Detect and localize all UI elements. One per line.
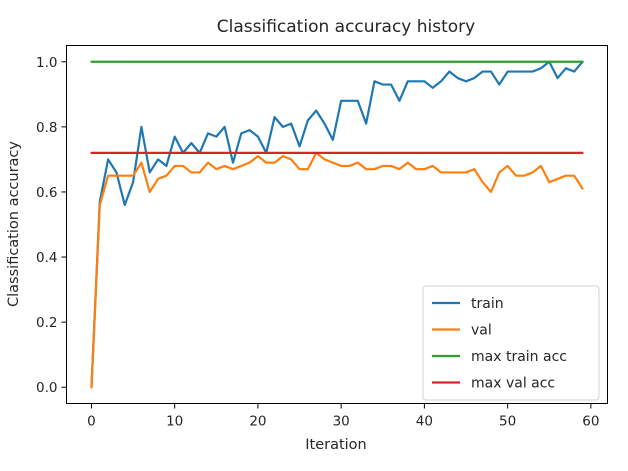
y-tick-label: 0.0 (36, 380, 57, 396)
x-axis-label: Iteration (305, 437, 367, 453)
y-tick-label: 0.4 (36, 250, 57, 266)
y-axis-label: Classification accuracy (6, 141, 22, 307)
series-line-val (90, 151, 584, 389)
legend-label-max-val-acc: max val acc (471, 376, 555, 392)
y-tick-label: 0.6 (36, 185, 57, 201)
chart-title: Classification accuracy history (217, 17, 475, 37)
plot-lines (90, 60, 584, 389)
x-tick-label: 60 (582, 414, 599, 430)
y-tick-label: 0.8 (36, 120, 57, 136)
legend-label-max-train-acc: max train acc (471, 349, 567, 365)
x-axis: 0 10 20 30 40 50 60 (87, 403, 599, 430)
x-tick-label: 0 (87, 414, 96, 430)
y-tick-label: 1.0 (36, 55, 57, 71)
legend: train val max train acc max val acc (422, 285, 600, 401)
x-tick-label: 40 (416, 414, 433, 430)
x-tick-label: 50 (499, 414, 516, 430)
legend-label-train: train (471, 296, 504, 312)
y-axis: 0.0 0.2 0.4 0.6 0.8 1.0 (36, 55, 67, 396)
x-tick-label: 10 (166, 414, 183, 430)
x-tick-label: 20 (249, 414, 266, 430)
series-line-train (90, 60, 584, 389)
y-tick-label: 0.2 (36, 315, 57, 331)
legend-box (422, 285, 600, 401)
plot-frame (66, 45, 608, 404)
legend-label-val: val (471, 323, 492, 339)
x-tick-label: 30 (333, 414, 350, 430)
